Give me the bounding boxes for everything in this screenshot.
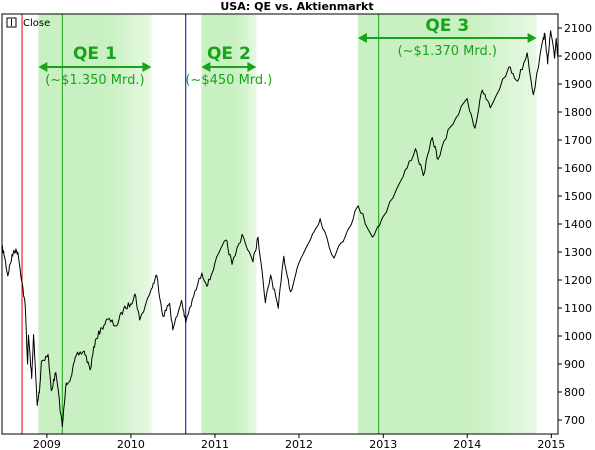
x-axis-ticks: 2009 2010 2011 2012 2013 2014 2015: [33, 434, 565, 450]
x-tick-label: 2009: [33, 438, 61, 450]
qe-arrow-head-right: [527, 33, 537, 43]
y-tick-label: 700: [564, 414, 585, 427]
y-tick-label: 1300: [564, 246, 592, 259]
qe-band: [357, 14, 537, 434]
y-tick-label: 1700: [564, 134, 592, 147]
qe-band: [38, 14, 152, 434]
qe-arrow-head-left: [201, 62, 211, 72]
x-tick-label: 2011: [201, 438, 229, 450]
qe-amount: (~$450 Mrd.): [185, 73, 272, 88]
y-tick-label: 2100: [564, 22, 592, 35]
chart-title: USA: QE vs. Aktienmarkt: [220, 0, 373, 13]
vertical-markers: [21, 14, 380, 434]
y-tick-label: 1100: [564, 302, 592, 315]
qe-arrow-head-right: [247, 62, 257, 72]
qe-bands: [38, 14, 537, 434]
series-close-line: [1, 30, 559, 427]
x-tick-label: 2013: [369, 438, 397, 450]
x-tick-label: 2014: [453, 438, 481, 450]
qe-label: QE 2: [207, 44, 251, 64]
qe-annotation: QE 2 (~$450 Mrd.): [185, 44, 272, 88]
qe-band: [201, 14, 257, 434]
legend: Close: [6, 17, 50, 29]
y-tick-label: 1200: [564, 274, 592, 287]
y-tick-label: 800: [564, 386, 585, 399]
x-tick-label: 2015: [537, 438, 565, 450]
y-tick-label: 1400: [564, 218, 592, 231]
y-tick-label: 1000: [564, 330, 592, 343]
y-tick-label: 2000: [564, 50, 592, 63]
x-tick-label: 2012: [285, 438, 313, 450]
y-tick-label: 1500: [564, 190, 592, 203]
qe-arrow-head-left: [38, 62, 48, 72]
qe-arrow-head-right: [142, 62, 152, 72]
legend-label: Close: [23, 18, 50, 29]
series-group: [1, 30, 559, 427]
y-axis-ticks: 700 800 900 1000 1100 1200 1300 1400 1500 1600 170…: [558, 22, 592, 427]
qe-amount: (~$1.350 Mrd.): [45, 73, 144, 88]
y-tick-label: 1600: [564, 162, 592, 175]
qe-label: QE 3: [425, 16, 469, 36]
qe-arrow-head-left: [357, 33, 367, 43]
qe-annotations: QE 1 (~$1.350 Mrd.) QE 2 (~$450 Mrd.) QE 3 (~…: [38, 16, 537, 88]
qe-label: QE 1: [73, 44, 117, 64]
qe-annotation: QE 3 (~$1.370 Mrd.): [357, 16, 537, 59]
y-tick-label: 900: [564, 358, 585, 371]
qe-amount: (~$1.370 Mrd.): [398, 44, 497, 59]
y-tick-label: 1800: [564, 106, 592, 119]
x-tick-label: 2010: [117, 438, 145, 450]
y-tick-label: 1900: [564, 78, 592, 91]
qe-annotation: QE 1 (~$1.350 Mrd.): [38, 44, 152, 88]
